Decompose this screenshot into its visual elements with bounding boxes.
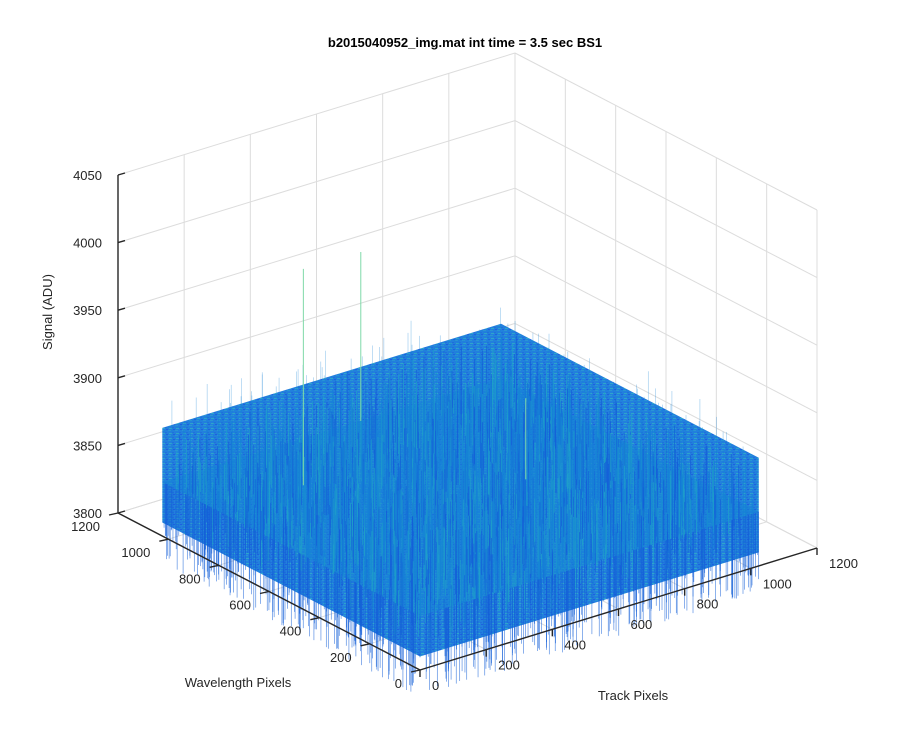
wall-grid-horizontal (514, 52, 818, 211)
z-tick-label: 3900 (73, 371, 102, 386)
wall-grid-horizontal (514, 187, 818, 346)
x-tick-label: 1200 (829, 556, 858, 571)
y-tick-label: 1000 (121, 545, 150, 560)
y-tick-mark (108, 512, 119, 516)
z-axis-label: Signal (ADU) (40, 274, 55, 350)
x-tick-label: 600 (631, 617, 653, 632)
surface-noise (176, 335, 754, 642)
z-tick-mark (117, 442, 126, 447)
z-tick-mark (117, 307, 126, 311)
wall-grid-horizontal (117, 52, 516, 176)
wall-grid-horizontal (117, 187, 516, 311)
wall-grid-horizontal (117, 120, 516, 244)
y-axis-label: Wavelength Pixels (185, 675, 292, 690)
z-tick-mark (117, 172, 126, 176)
y-tick-mark (410, 669, 421, 673)
chart-title: b2015040952_img.mat int time = 3.5 sec B… (328, 35, 602, 50)
axes (108, 172, 818, 677)
y-tick-label: 600 (229, 598, 251, 613)
y-tick-label: 400 (280, 624, 302, 639)
x-tick-label: 200 (498, 658, 520, 673)
y-tick-mark (360, 643, 370, 647)
x-tick-label: 400 (564, 637, 586, 652)
z-tick-mark (117, 375, 126, 379)
x-tick-label: 0 (432, 678, 439, 693)
z-tick-label: 3950 (73, 303, 102, 318)
wall-grid-horizontal (514, 120, 818, 279)
x-tick-label: 800 (697, 597, 719, 612)
y-tick-mark (209, 564, 219, 569)
z-tick-label: 4050 (73, 168, 102, 183)
y-tick-label: 800 (179, 571, 201, 586)
z-tick-mark (117, 510, 126, 514)
surface-fringe (163, 307, 759, 692)
y-tick-mark (310, 616, 320, 621)
wall-grid-horizontal (514, 322, 818, 481)
surface (162, 251, 759, 692)
y-tick-label: 200 (330, 650, 352, 665)
x-tick-label: 1000 (763, 576, 792, 591)
z-tick-label: 3850 (73, 438, 102, 453)
wall-grid-horizontal (117, 255, 516, 379)
z-tick-mark (117, 239, 126, 244)
tick-labels: 0 200 400 600 800 1000 1200 0 200 400 600 800 1000 12… (71, 168, 858, 693)
y-tick-mark (159, 538, 169, 542)
y-tick-mark (259, 590, 270, 595)
x-axis-label: Track Pixels (598, 688, 669, 703)
y-tick-label: 1200 (71, 519, 100, 534)
z-tick-label: 3800 (73, 506, 102, 521)
z-tick-label: 4000 (73, 236, 102, 251)
y-tick-label: 0 (395, 676, 402, 691)
wall-grid-horizontal (514, 255, 818, 414)
